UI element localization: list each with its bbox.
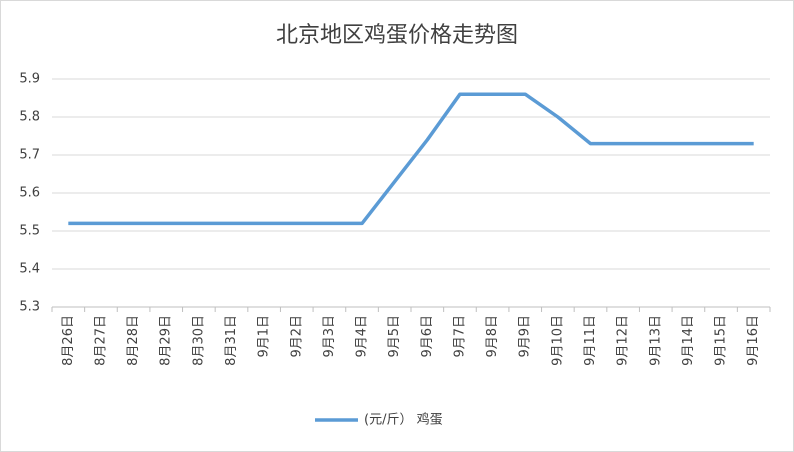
x-tick-label: 9月10日 — [550, 315, 565, 366]
x-tick-label: 9月8日 — [485, 315, 500, 358]
x-tick-label: 9月1日 — [257, 315, 272, 358]
x-tick-label: 9月4日 — [355, 315, 370, 358]
x-tick-label: 9月11日 — [583, 315, 598, 366]
x-tick-label: 9月7日 — [452, 315, 467, 358]
y-tick-label: 5.9 — [19, 72, 40, 87]
x-tick-label: 9月3日 — [322, 315, 337, 358]
chart-title: 北京地区鸡蛋价格走势图 — [276, 23, 518, 48]
x-tick-label: 8月31日 — [224, 315, 239, 366]
y-tick-label: 5.6 — [19, 186, 40, 201]
line-series — [68, 92, 754, 226]
x-tick-label: 9月13日 — [648, 315, 663, 366]
legend-label: (元/斤） 鸡蛋 — [364, 412, 443, 428]
x-tick-label: 8月29日 — [159, 315, 174, 366]
y-tick-label: 5.3 — [19, 300, 40, 315]
x-tick-label: 8月26日 — [61, 315, 76, 366]
x-tick-label: 9月12日 — [616, 315, 631, 366]
x-tick-label: 8月30日 — [191, 315, 206, 366]
x-tick-label: 8月27日 — [93, 315, 108, 366]
x-tick-label: 9月5日 — [387, 315, 402, 358]
x-tick-label: 9月15日 — [714, 315, 729, 366]
x-tick-label: 9月16日 — [746, 315, 761, 366]
x-tick-label: 9月6日 — [420, 315, 435, 358]
x-tick-label: 9月14日 — [681, 315, 696, 366]
x-tick-label: 9月2日 — [289, 315, 304, 358]
x-tick-label: 8月28日 — [126, 315, 141, 366]
x-tick-label: 9月9日 — [518, 315, 533, 358]
y-tick-label: 5.4 — [19, 262, 40, 277]
y-tick-label: 5.8 — [19, 110, 40, 125]
y-tick-label: 5.7 — [19, 148, 40, 163]
y-tick-label: 5.5 — [19, 224, 40, 239]
